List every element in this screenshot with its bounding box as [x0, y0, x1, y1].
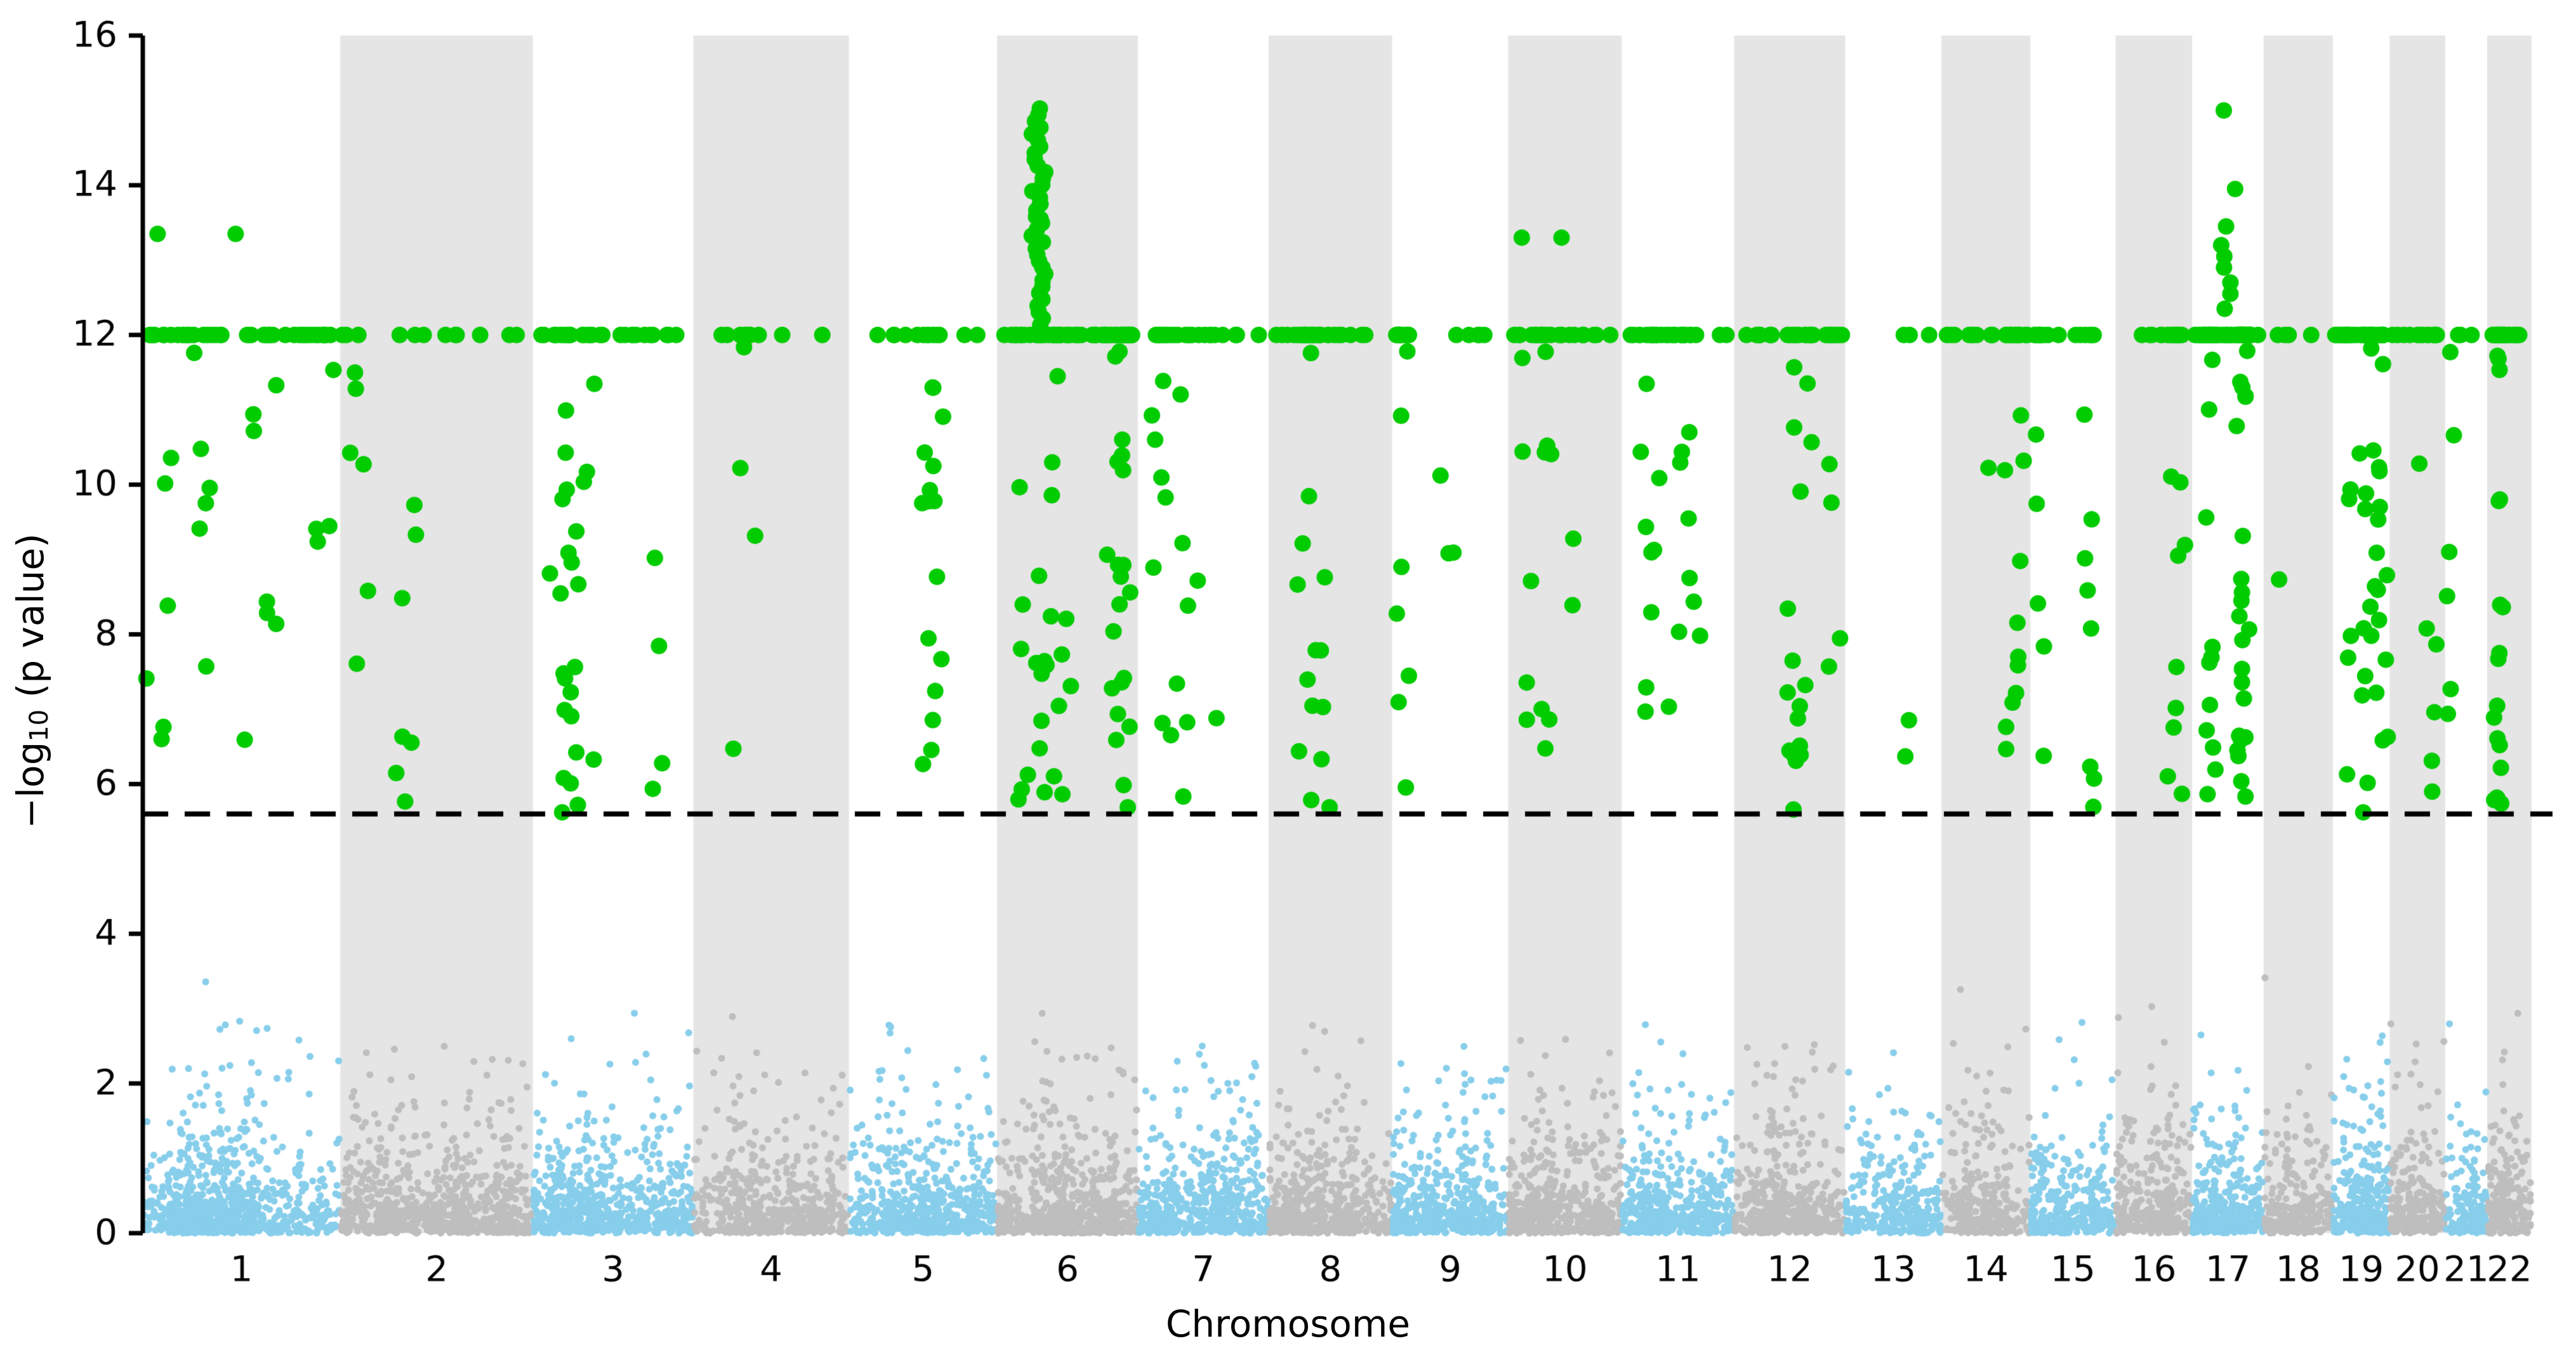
y-axis-title-sub: 10 — [25, 709, 55, 742]
x-axis-title: Chromosome — [1165, 1302, 1411, 1345]
y-axis-title-rest: (p value) — [9, 533, 52, 710]
y-axis-title: −log10 (p value) — [0, 0, 61, 1362]
y-axis-title-main: −log — [9, 741, 52, 829]
